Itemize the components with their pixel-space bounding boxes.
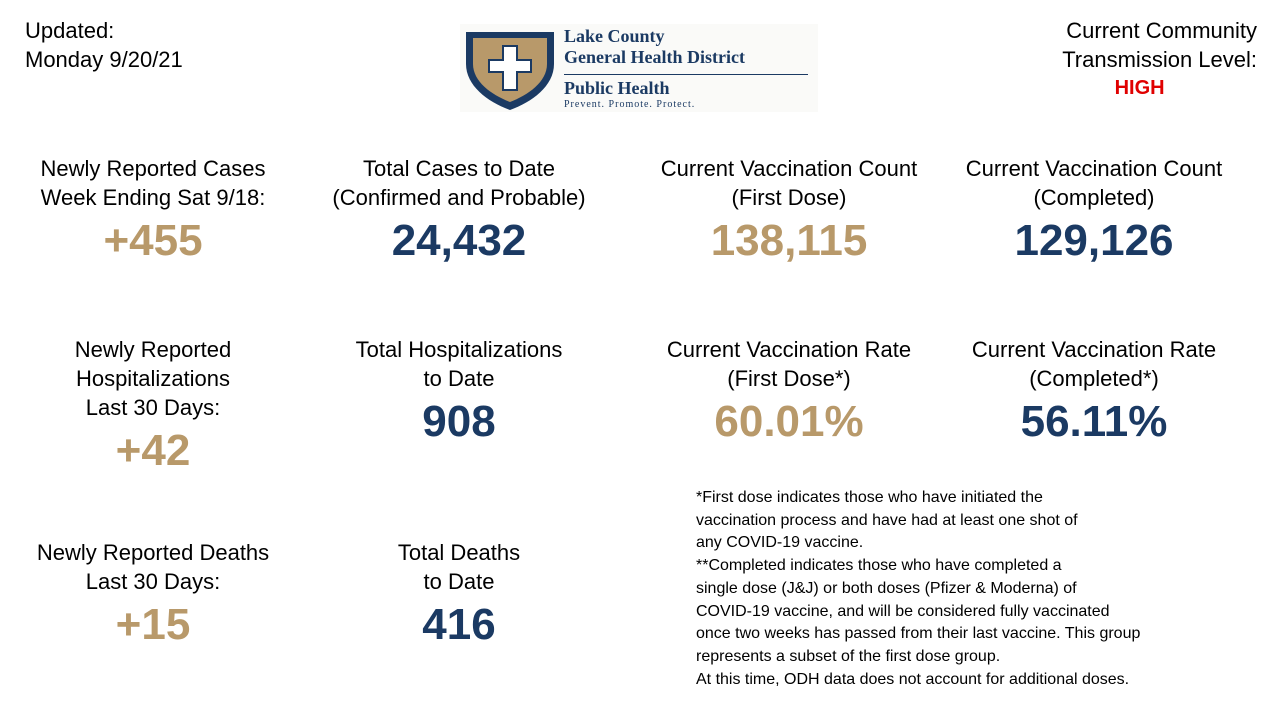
stat-label: (Completed) bbox=[1033, 185, 1155, 210]
stat-label: Newly Reported Deaths bbox=[36, 540, 270, 565]
stat-label: (First Dose) bbox=[731, 185, 847, 210]
transmission-label: Current Community bbox=[1066, 18, 1257, 43]
stat-label: Current Vaccination Count bbox=[965, 156, 1223, 181]
stat-value: 129,126 bbox=[1014, 216, 1174, 265]
stat-label: to Date bbox=[423, 366, 495, 391]
stat-label: (Confirmed and Probable) bbox=[332, 185, 586, 210]
stat-label: (First Dose*) bbox=[727, 366, 851, 391]
updated-date: Monday 9/20/21 bbox=[25, 47, 183, 72]
transmission: Current Community Transmission Level: HI… bbox=[1062, 16, 1257, 103]
footnote-line: vaccination process and have had at leas… bbox=[696, 511, 1078, 529]
updated-label: Updated: bbox=[25, 18, 115, 43]
transmission-label: Transmission Level: bbox=[1062, 47, 1257, 72]
stat-label: Current Vaccination Rate bbox=[971, 337, 1217, 362]
stat-label: Current Vaccination Rate bbox=[666, 337, 912, 362]
stat-card: Newly Reported Deaths Last 30 Days: +15 bbox=[0, 538, 323, 647]
logo-tagline: Prevent. Promote. Protect. bbox=[564, 99, 696, 110]
stat-value: +42 bbox=[115, 426, 191, 475]
stat-label: to Date bbox=[423, 569, 495, 594]
logo-name: General Health District bbox=[564, 47, 745, 67]
stat-card: Current Vaccination Rate (First Dose*) 60.… bbox=[619, 335, 959, 444]
footnote-line: **Completed indicates those who have com… bbox=[696, 557, 1062, 575]
stat-label: Week Ending Sat 9/18: bbox=[40, 185, 266, 210]
stat-value: 60.01% bbox=[714, 397, 864, 446]
stat-label: Total Deaths bbox=[397, 540, 521, 565]
footnote-line: once two weeks has passed from their las… bbox=[696, 625, 1141, 643]
stat-value: +455 bbox=[103, 216, 203, 265]
stat-value: 908 bbox=[422, 397, 496, 446]
footnote-line: single dose (J&J) or both doses (Pfizer … bbox=[696, 579, 1077, 597]
stat-card: Total Deaths to Date 416 bbox=[289, 538, 629, 647]
footnote-line: any COVID-19 vaccine. bbox=[696, 534, 864, 552]
stat-label: Current Vaccination Count bbox=[660, 156, 918, 181]
stat-card: Current Vaccination Count (First Dose) 138… bbox=[619, 154, 959, 263]
footnote-line: represents a subset of the first dose gr… bbox=[696, 647, 1001, 665]
stat-value: +15 bbox=[115, 600, 191, 649]
stat-card: Total Cases to Date (Confirmed and Probab… bbox=[289, 154, 629, 263]
logo-brand: Public Health bbox=[564, 78, 670, 98]
stat-label: Hospitalizations bbox=[75, 366, 231, 391]
stat-value: 138,115 bbox=[710, 216, 868, 265]
updated: Updated: Monday 9/20/21 bbox=[25, 16, 183, 74]
stat-label: Total Cases to Date bbox=[363, 156, 555, 181]
stat-card: Current Vaccination Count (Completed) 129,… bbox=[924, 154, 1264, 263]
stat-value: 416 bbox=[422, 600, 496, 649]
stat-label: Last 30 Days: bbox=[85, 569, 221, 594]
stat-card: Newly Reported Hospitalizations Last 30 Da… bbox=[0, 335, 323, 473]
logo: Lake County General Health District Publ… bbox=[460, 24, 818, 112]
footnote-line: At this time, ODH data does not account … bbox=[696, 670, 1130, 688]
stat-card: Current Vaccination Rate (Completed*) 56.1… bbox=[924, 335, 1264, 444]
footnote: *First dose indicates those who have ini… bbox=[696, 487, 1140, 691]
stat-label: Newly Reported bbox=[74, 337, 232, 362]
stat-label: Newly Reported Cases bbox=[40, 156, 266, 181]
stat-card: Total Hospitalizations to Date 908 bbox=[289, 335, 629, 444]
stat-label: (Completed*) bbox=[1029, 366, 1159, 391]
logo-shield bbox=[466, 32, 554, 110]
transmission-level: HIGH bbox=[1114, 77, 1165, 99]
stat-card: Newly Reported Cases Week Ending Sat 9/18… bbox=[0, 154, 323, 263]
footnote-line: COVID-19 vaccine, and will be considered… bbox=[696, 602, 1110, 620]
footnote-line: *First dose indicates those who have ini… bbox=[696, 489, 1043, 506]
stat-label: Last 30 Days: bbox=[85, 395, 221, 420]
logo-name: Lake County bbox=[564, 26, 665, 46]
stat-value: 24,432 bbox=[391, 216, 527, 265]
stat-label: Total Hospitalizations bbox=[355, 337, 563, 362]
stat-value: 56.11% bbox=[1020, 397, 1168, 446]
